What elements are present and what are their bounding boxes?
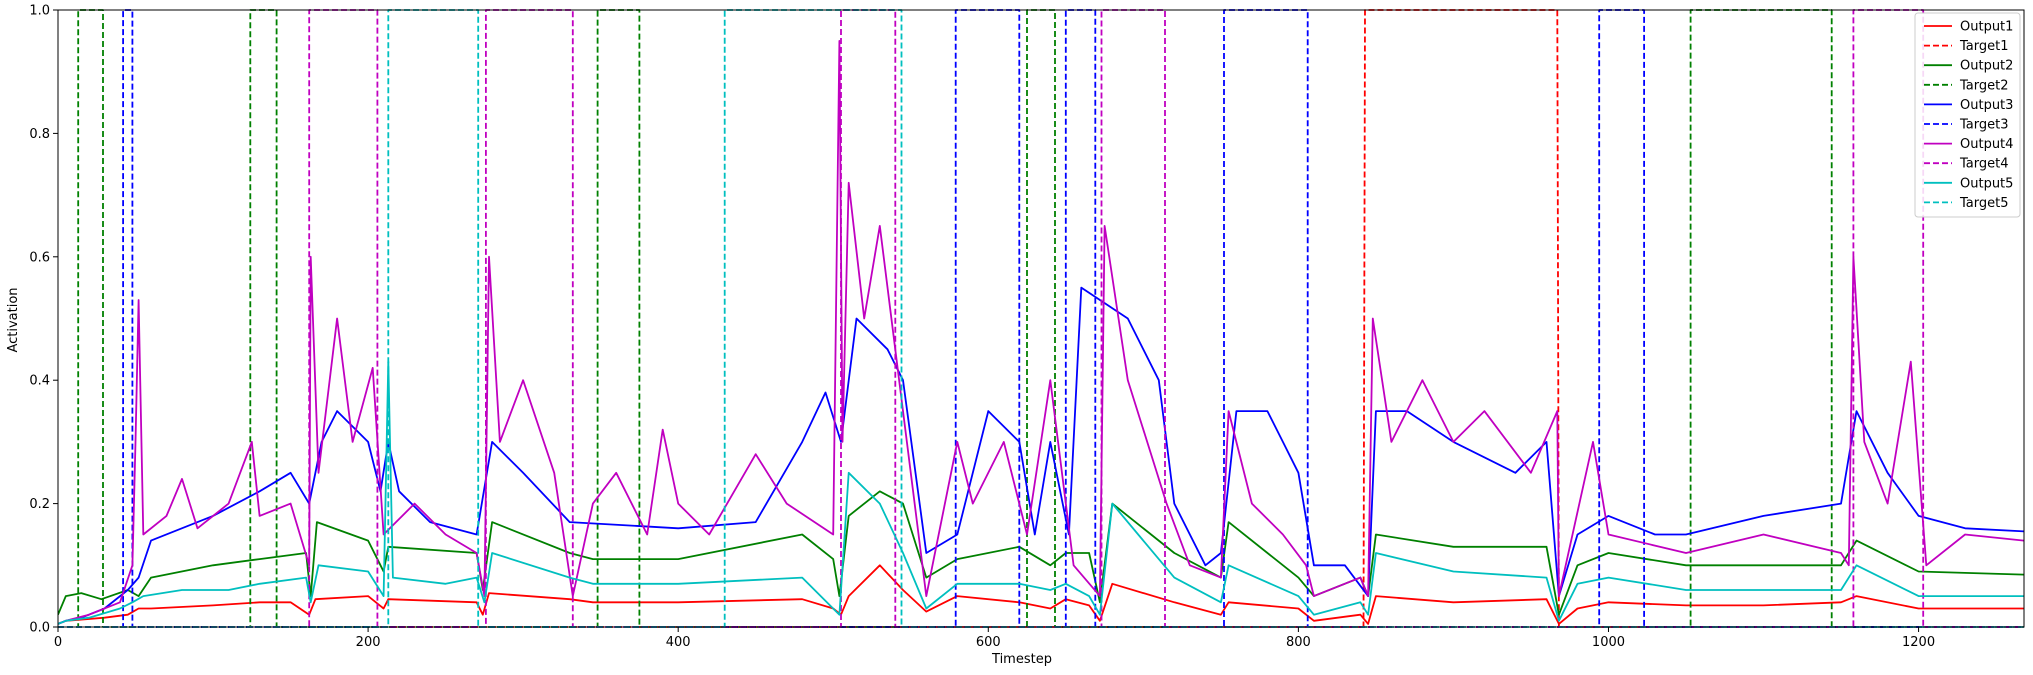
- x-tick-label: 200: [356, 635, 381, 650]
- legend-label-output1: Output1: [1960, 20, 2013, 35]
- x-tick-label: 0: [54, 635, 62, 650]
- legend-box: [1914, 12, 2021, 218]
- series-output2-line: [58, 490, 2024, 616]
- y-axis-label: Activation: [6, 287, 21, 352]
- x-axis-label: Timestep: [991, 652, 1052, 667]
- x-tick-label: 800: [1286, 635, 1311, 650]
- y-tick-label: 0.8: [29, 127, 50, 142]
- axes-layer: 0 200 400 600 800 1000 1200 0.0 0.2 0.4 0.6 0.8 1.0: [29, 4, 2025, 650]
- series-layer: [58, 9, 2024, 628]
- legend-label-target2: Target2: [1959, 78, 2009, 93]
- x-tick-label: 400: [666, 635, 691, 650]
- legend-label-output3: Output3: [1960, 98, 2013, 113]
- y-tick-label: 0.2: [29, 497, 50, 512]
- legend-label-target4: Target4: [1959, 157, 2009, 172]
- y-tick-label: 0.4: [29, 374, 50, 389]
- legend-label-target1: Target1: [1959, 39, 2009, 54]
- legend-label-output5: Output5: [1960, 176, 2013, 191]
- legend-label-output4: Output4: [1960, 137, 2013, 152]
- series-output5-line: [58, 360, 2024, 625]
- legend-label-target5: Target5: [1959, 196, 2009, 211]
- x-tick-label: 600: [976, 635, 1001, 650]
- legend: Output1 Target1 Output2 Target2 Output3 Targe…: [1914, 12, 2021, 218]
- legend-label-output2: Output2: [1960, 59, 2013, 74]
- y-tick-label: 0.0: [29, 621, 50, 636]
- series-output4-line: [58, 40, 2024, 625]
- y-tick-label: 1.0: [29, 4, 50, 19]
- x-tick-label: 1000: [1592, 635, 1625, 650]
- x-tick-label: 1200: [1902, 635, 1935, 650]
- plot-frame: [57, 9, 2025, 628]
- series-output1-line: [58, 564, 2024, 625]
- legend-label-target3: Target3: [1959, 118, 2009, 133]
- series-target4-line: [58, 9, 2024, 628]
- series-output3-line: [58, 286, 2024, 625]
- y-tick-label: 0.6: [29, 250, 50, 265]
